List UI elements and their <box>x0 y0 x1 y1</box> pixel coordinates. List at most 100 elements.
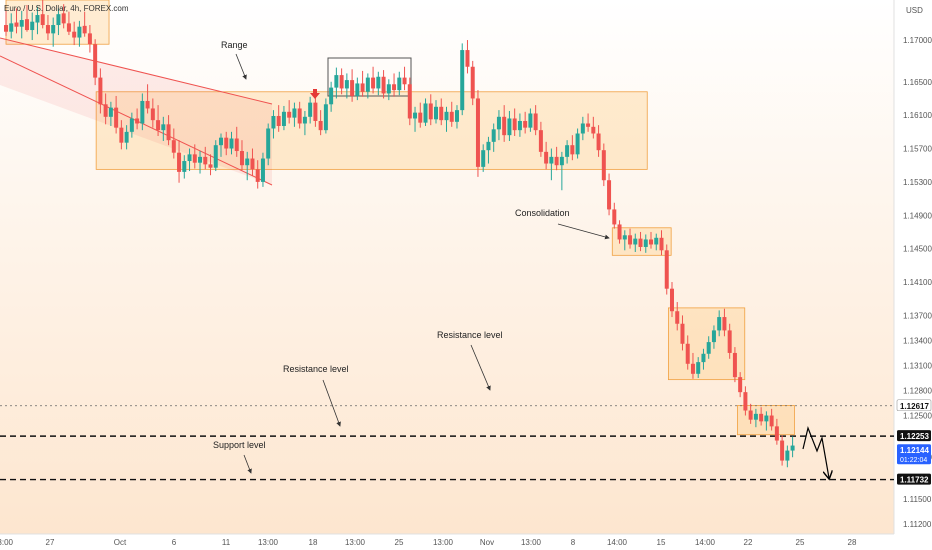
candle-body <box>308 102 313 117</box>
candle-body <box>491 129 496 142</box>
candle <box>234 126 239 157</box>
candle <box>669 282 674 318</box>
candle-body <box>255 169 260 182</box>
candle <box>586 113 591 132</box>
candle <box>402 66 407 91</box>
candle <box>51 17 56 47</box>
candle <box>748 403 753 424</box>
candle <box>743 386 748 416</box>
candle-body <box>203 156 208 165</box>
candle <box>444 106 449 132</box>
candle-body <box>711 330 716 343</box>
candle <box>685 335 690 370</box>
candle <box>601 143 606 187</box>
candle <box>350 69 355 102</box>
candle <box>260 152 265 187</box>
candle-body <box>475 98 480 167</box>
candle <box>538 121 543 157</box>
candle-body <box>14 22 19 27</box>
candle <box>219 133 224 157</box>
candle <box>103 93 108 125</box>
candle <box>156 105 161 137</box>
candle <box>491 123 496 152</box>
candle-body <box>638 238 643 247</box>
candle-body <box>82 25 87 34</box>
candle <box>502 105 507 142</box>
candle-body <box>245 158 250 166</box>
time-tick-label: 8 <box>571 538 576 547</box>
candle-body <box>460 50 465 111</box>
price-label-resistance-upper: 1.12617 <box>896 399 932 412</box>
candle-body <box>177 152 182 172</box>
candle-body <box>481 150 486 167</box>
candle-body <box>371 77 376 89</box>
price-axis: 1.17000 1.16500 1.16100 1.15700 1.15300 1.149… <box>903 36 932 529</box>
candle-body <box>439 106 444 121</box>
candle-body <box>386 84 391 94</box>
candle-body <box>449 111 454 122</box>
candle-body <box>93 44 98 78</box>
price-tick-label: 1.13700 <box>903 311 932 320</box>
candle <box>323 98 328 134</box>
candle-body <box>287 111 292 118</box>
candles-layer <box>4 0 795 468</box>
candle <box>30 12 35 41</box>
candle-body <box>533 113 538 131</box>
candle-body <box>140 100 145 124</box>
candle-body <box>9 23 14 32</box>
candle-body <box>633 238 638 245</box>
candle <box>732 347 737 383</box>
candle <box>271 110 276 139</box>
candle-body <box>780 440 785 461</box>
candle-body <box>680 323 685 344</box>
candle <box>386 79 391 101</box>
candle-body <box>785 450 790 461</box>
candle-body <box>397 77 402 91</box>
candle <box>98 68 103 114</box>
candle <box>56 8 61 36</box>
candle <box>780 435 785 466</box>
price-tick-label: 1.14100 <box>903 278 932 287</box>
price-label-bg <box>897 473 931 485</box>
plot-background <box>0 0 894 534</box>
annotation-resistance-lower: Resistance level <box>283 364 349 374</box>
candle-body <box>40 14 45 26</box>
candle <box>344 73 349 99</box>
candle <box>617 220 622 244</box>
candle <box>360 70 365 97</box>
candle <box>329 81 334 112</box>
candle-body <box>355 83 360 96</box>
candle <box>575 128 580 159</box>
annotation-resistance-lower-arrow <box>322 379 341 427</box>
candle-body <box>596 133 601 151</box>
candle <box>496 110 501 141</box>
candle-body <box>538 130 543 152</box>
candle <box>198 151 203 174</box>
candle-body <box>4 25 8 32</box>
candle-body <box>266 128 271 159</box>
time-axis-background <box>0 534 932 550</box>
candle <box>129 112 134 138</box>
candle <box>302 110 307 136</box>
price-tick-label: 1.17000 <box>903 36 932 45</box>
candle <box>171 128 176 159</box>
candle <box>182 155 187 179</box>
candle-body <box>281 111 286 126</box>
time-tick-label: 13:00 <box>345 538 366 547</box>
candle-body <box>224 137 229 149</box>
candle <box>449 101 454 127</box>
candle-body <box>769 415 774 427</box>
candle <box>549 148 554 181</box>
time-tick-label: 22 <box>744 538 753 547</box>
candle-body <box>706 342 711 354</box>
candle-body <box>654 237 659 245</box>
candle-body <box>103 104 108 117</box>
candle-body <box>738 377 743 393</box>
candle-body <box>250 158 255 170</box>
candle-body <box>313 102 318 121</box>
candle <box>701 348 706 370</box>
candle-body <box>454 110 459 122</box>
projection-path <box>802 425 829 478</box>
candle <box>570 135 575 161</box>
candle-body <box>517 120 522 131</box>
